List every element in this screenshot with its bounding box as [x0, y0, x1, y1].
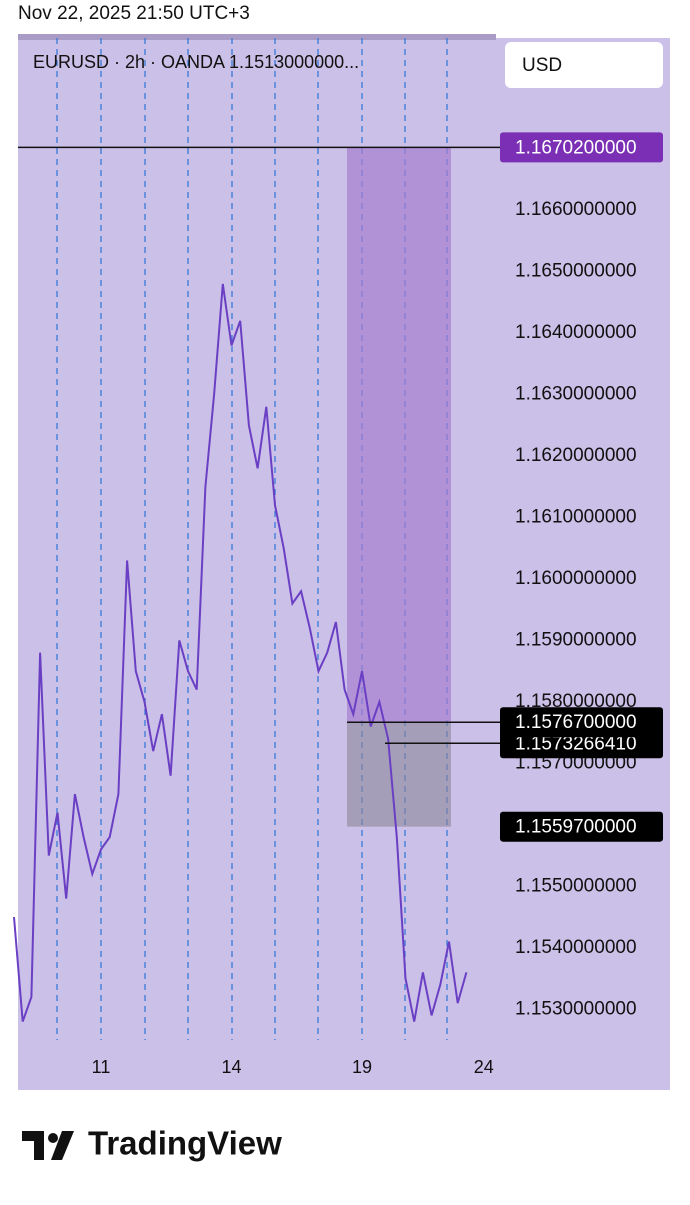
price-line [13, 283, 468, 1022]
y-tick-label: 1.1650000000 [515, 261, 637, 282]
symbol-info: EURUSD · 2h · OANDA 1.1513000000... [33, 52, 359, 72]
price-label-box [500, 132, 663, 163]
chart: 1.1530000000 1.1540000000 1.1550000000 1.15… [13, 38, 663, 1077]
currency-label[interactable]: USD [522, 55, 562, 76]
price-label: 1.1573266410 [515, 733, 637, 754]
currency-button[interactable] [505, 42, 663, 88]
y-tick-label: 1.1610000000 [515, 507, 637, 528]
x-tick-label: 14 [221, 1057, 241, 1077]
x-tick-label: 24 [474, 1057, 494, 1077]
logo [22, 1131, 74, 1160]
y-tick-label: 1.1580000000 [515, 691, 637, 712]
y-tick-label: 1.1530000000 [515, 998, 637, 1019]
target-zone [347, 147, 451, 723]
y-tick-label: 1.1550000000 [515, 875, 637, 896]
stop-zone [347, 722, 451, 827]
y-tick-label: 1.1630000000 [515, 384, 637, 405]
y-tick-label: 1.1600000000 [515, 568, 637, 589]
top-bar [18, 34, 496, 40]
x-tick-label: 19 [352, 1057, 372, 1077]
y-tick-label: 1.1590000000 [515, 629, 637, 650]
price-label: 1.1559700000 [515, 817, 637, 838]
status-time: Nov 22, 2025 21:50 UTC+3 [18, 3, 250, 24]
y-tick-label: 1.1640000000 [515, 322, 637, 343]
price-label-box [500, 811, 663, 842]
chart-area [18, 38, 670, 1090]
x-tick-label: 11 [92, 1057, 111, 1077]
price-label: 1.1670200000 [515, 137, 637, 158]
y-tick-label: 1.1660000000 [515, 199, 637, 220]
y-tick-label: 1.1620000000 [515, 445, 637, 466]
price-label: 1.1576700000 [515, 712, 637, 733]
y-tick-label: 1.1540000000 [515, 937, 637, 958]
price-label-box [500, 707, 663, 738]
brand: TradingView [88, 1125, 282, 1162]
